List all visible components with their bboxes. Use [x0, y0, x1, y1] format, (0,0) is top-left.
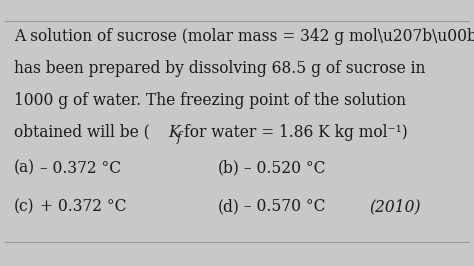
Text: 1000 g of water. The freezing point of the solution: 1000 g of water. The freezing point of t… [14, 92, 406, 109]
Text: (b): (b) [218, 160, 240, 177]
Text: f: f [176, 131, 181, 144]
Text: (c): (c) [14, 198, 35, 215]
Text: (a): (a) [14, 160, 36, 177]
Text: has been prepared by dissolving 68.5 g of sucrose in: has been prepared by dissolving 68.5 g o… [14, 60, 426, 77]
Text: (d): (d) [218, 198, 240, 215]
Text: obtained will be (: obtained will be ( [14, 124, 150, 141]
Text: for water = 1.86 K kg mol⁻¹): for water = 1.86 K kg mol⁻¹) [184, 124, 408, 141]
Text: + 0.372 °C: + 0.372 °C [40, 198, 127, 215]
Text: – 0.520 °C: – 0.520 °C [244, 160, 326, 177]
Text: – 0.372 °C: – 0.372 °C [40, 160, 121, 177]
Text: A solution of sucrose (molar mass = 342 g mol\u207b\u00b9): A solution of sucrose (molar mass = 342 … [14, 28, 474, 45]
Text: K: K [168, 124, 180, 141]
Text: (2010): (2010) [370, 198, 421, 215]
Text: – 0.570 °C: – 0.570 °C [244, 198, 326, 215]
